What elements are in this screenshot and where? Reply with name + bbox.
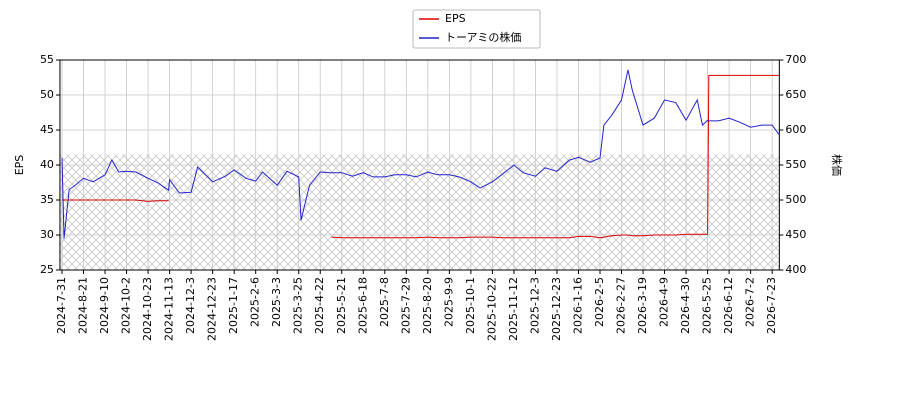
legend-label: トーアミの株価: [445, 30, 521, 44]
x-tick-label: 2025-8-20: [421, 277, 434, 334]
x-tick-label: 2026-1-16: [571, 277, 584, 334]
x-tick-label: 2025-4-22: [313, 277, 326, 334]
x-tick-label: 2026-4-9: [658, 277, 671, 327]
legend-box: [412, 9, 541, 49]
y2-tick-label: 700: [785, 53, 806, 66]
x-tick-label: 2024-7-31: [55, 277, 68, 334]
x-tick-label: 2025-3-25: [292, 277, 305, 334]
y-tick-label: 55: [40, 53, 54, 66]
x-tick-label: 2026-2-27: [615, 277, 628, 334]
x-tick-label: 2025-7-29: [399, 277, 412, 334]
y-tick-label: 25: [40, 263, 54, 276]
x-tick-label: 2025-7-8: [378, 277, 391, 327]
y-tick-label: 30: [40, 228, 54, 241]
x-tick-label: 2025-10-1: [464, 277, 477, 334]
y2-tick-label: 500: [785, 193, 806, 206]
x-tick-label: 2025-3-3: [270, 277, 283, 327]
x-tick-label: 2024-12-3: [184, 277, 197, 334]
x-tick-label: 2026-7-2: [744, 277, 757, 327]
x-tick-label: 2025-1-17: [227, 277, 240, 334]
x-tick-label: 2024-10-23: [141, 277, 154, 341]
legend: EPS トーアミの株価: [412, 9, 541, 49]
y2-axis-label: 株価: [830, 154, 844, 176]
x-tick-label: 2026-6-12: [722, 277, 735, 334]
x-tick-label: 2024-10-2: [120, 277, 133, 334]
series-line: [61, 69, 780, 239]
y2-tick-label: 450: [785, 228, 806, 241]
y-tick-label: 50: [40, 88, 54, 101]
y2-tick-label: 600: [785, 123, 806, 136]
x-tick-label: 2026-5-25: [701, 277, 714, 334]
y-tick-label: 35: [40, 193, 54, 206]
x-tick-label: 2025-6-18: [356, 277, 369, 334]
x-tick-label: 2024-8-21: [77, 277, 90, 334]
y-axis-label: EPS: [13, 155, 26, 176]
y-tick-label: 45: [40, 123, 54, 136]
y2-tick-label: 650: [785, 88, 806, 101]
x-tick-label: 2025-10-22: [485, 277, 498, 341]
y-tick-label: 40: [40, 158, 54, 171]
x-tick-label: 2025-11-12: [507, 277, 520, 341]
x-tick-label: 2026-2-5: [593, 277, 606, 327]
x-tick-label: 2026-4-30: [679, 277, 692, 334]
x-tick-label: 2026-7-23: [765, 277, 778, 334]
x-tick-label: 2025-5-21: [335, 277, 348, 334]
x-tick-label: 2024-9-10: [98, 277, 111, 334]
x-tick-label: 2024-11-13: [163, 277, 176, 341]
y2-tick-label: 550: [785, 158, 806, 171]
x-tick-label: 2024-12-23: [206, 277, 219, 341]
legend-label: EPS: [445, 12, 466, 25]
y2-tick-label: 400: [785, 263, 806, 276]
x-tick-label: 2026-3-19: [636, 277, 649, 334]
x-tick-label: 2025-9-9: [442, 277, 455, 327]
series-line: [62, 74, 780, 239]
x-tick-label: 2025-12-23: [550, 277, 563, 341]
x-tick-label: 2025-12-3: [528, 277, 541, 334]
x-tick-label: 2025-2-6: [249, 277, 262, 327]
hatched-band: [59, 154, 780, 270]
plot-frame: [59, 59, 780, 271]
